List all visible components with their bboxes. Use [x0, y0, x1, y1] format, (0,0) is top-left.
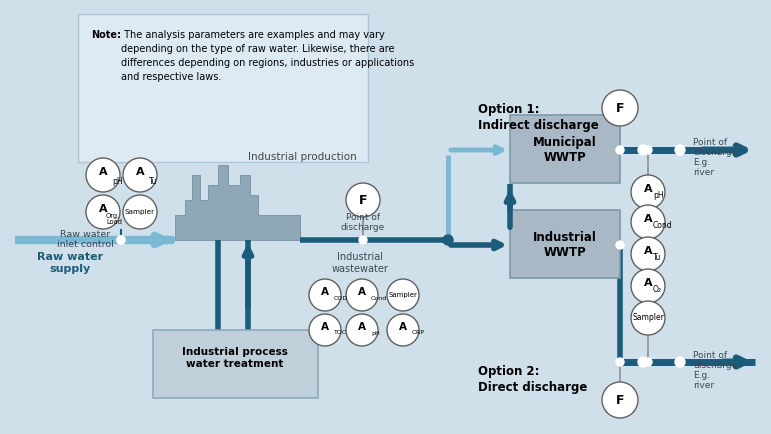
Text: O₂: O₂	[653, 286, 662, 295]
Circle shape	[616, 146, 624, 154]
Text: Option 1:: Option 1:	[478, 103, 540, 116]
Text: pH: pH	[112, 177, 123, 185]
Text: F: F	[616, 394, 625, 407]
Circle shape	[387, 279, 419, 311]
Text: Load: Load	[106, 219, 122, 225]
Text: pH: pH	[653, 191, 664, 201]
Text: Tu: Tu	[149, 177, 157, 185]
Text: A: A	[399, 322, 407, 332]
Text: Tu: Tu	[653, 253, 662, 263]
Text: Sampler: Sampler	[125, 209, 155, 215]
Circle shape	[631, 175, 665, 209]
Text: Indirect discharge: Indirect discharge	[478, 118, 599, 132]
Text: F: F	[616, 102, 625, 115]
Text: Direct discharge: Direct discharge	[478, 381, 588, 394]
Text: TOC: TOC	[334, 331, 347, 335]
Circle shape	[638, 145, 648, 155]
FancyBboxPatch shape	[153, 330, 318, 398]
Circle shape	[117, 236, 125, 244]
Text: Cond: Cond	[653, 221, 672, 230]
Text: A: A	[99, 204, 107, 214]
Text: Raw water
supply: Raw water supply	[37, 252, 103, 273]
Circle shape	[675, 357, 685, 367]
FancyBboxPatch shape	[78, 14, 368, 162]
Text: A: A	[644, 214, 652, 224]
Circle shape	[86, 158, 120, 192]
Circle shape	[602, 382, 638, 418]
Text: A: A	[644, 246, 652, 256]
Circle shape	[346, 314, 378, 346]
Text: Industrial production: Industrial production	[248, 152, 357, 162]
Text: pH: pH	[371, 331, 380, 335]
Text: Industrial
wastewater: Industrial wastewater	[332, 252, 389, 273]
Text: A: A	[136, 167, 144, 177]
Text: Org.: Org.	[106, 213, 120, 219]
Text: Industrial process
water treatment: Industrial process water treatment	[182, 347, 288, 369]
Text: A: A	[99, 167, 107, 177]
Circle shape	[616, 358, 624, 366]
Text: Note:: Note:	[91, 30, 121, 40]
Text: Point of
discharge: Point of discharge	[693, 138, 737, 158]
Text: Sampler: Sampler	[389, 292, 417, 298]
Text: ORP: ORP	[412, 331, 425, 335]
Text: A: A	[321, 322, 329, 332]
Circle shape	[602, 90, 638, 126]
Circle shape	[631, 301, 665, 335]
Circle shape	[443, 235, 453, 245]
Text: Industrial
WWTP: Industrial WWTP	[533, 231, 597, 259]
FancyBboxPatch shape	[510, 210, 620, 278]
Text: E.g.
river: E.g. river	[693, 158, 714, 178]
Text: Cond: Cond	[371, 296, 387, 302]
Text: A: A	[644, 184, 652, 194]
Circle shape	[123, 195, 157, 229]
Circle shape	[346, 183, 380, 217]
Text: The analysis parameters are examples and may vary
depending on the type of raw w: The analysis parameters are examples and…	[121, 30, 414, 82]
Circle shape	[387, 314, 419, 346]
Text: Sampler: Sampler	[632, 313, 664, 322]
Text: A: A	[321, 287, 329, 297]
Polygon shape	[175, 165, 300, 240]
Text: A: A	[358, 287, 366, 297]
Circle shape	[359, 236, 367, 244]
Circle shape	[644, 146, 652, 154]
Circle shape	[346, 279, 378, 311]
Text: Point of
discharge: Point of discharge	[341, 213, 386, 232]
Text: F: F	[359, 194, 367, 207]
Text: Raw water
inlet control: Raw water inlet control	[56, 230, 113, 250]
Text: E.g.
river: E.g. river	[693, 371, 714, 391]
Circle shape	[117, 236, 125, 244]
Circle shape	[123, 158, 157, 192]
Text: COD: COD	[334, 296, 348, 302]
Text: A: A	[644, 278, 652, 288]
Circle shape	[631, 237, 665, 271]
Text: Point of
discharge: Point of discharge	[693, 351, 737, 370]
Circle shape	[631, 205, 665, 239]
Circle shape	[638, 357, 648, 367]
Text: Municipal
WWTP: Municipal WWTP	[533, 136, 597, 164]
Circle shape	[644, 358, 652, 366]
FancyBboxPatch shape	[510, 115, 620, 183]
Circle shape	[309, 279, 341, 311]
Circle shape	[86, 195, 120, 229]
Circle shape	[616, 241, 624, 249]
Text: A: A	[358, 322, 366, 332]
Circle shape	[309, 314, 341, 346]
Circle shape	[631, 269, 665, 303]
Text: Option 2:: Option 2:	[478, 365, 540, 378]
Circle shape	[675, 145, 685, 155]
